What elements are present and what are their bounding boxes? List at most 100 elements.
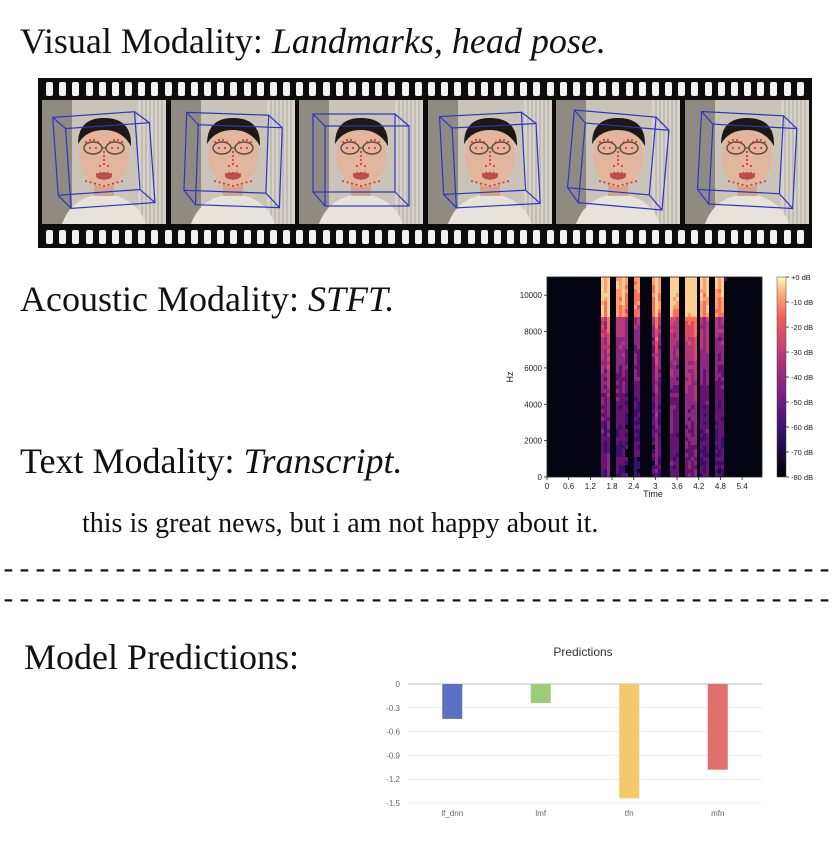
- spectrogram-cell: [694, 297, 697, 301]
- spectrogram-cell: [703, 281, 706, 285]
- spectrogram-cell: [601, 445, 604, 449]
- spectrogram-cell: [616, 321, 619, 325]
- spectrogram-cell: [688, 425, 691, 429]
- spectrogram-cell: [718, 281, 721, 285]
- spectrogram-cell: [634, 361, 637, 365]
- spectrogram-cell: [688, 345, 691, 349]
- spectrogram-cell: [634, 441, 637, 445]
- spectrogram-cell: [616, 369, 619, 373]
- spectrogram-cell: [721, 341, 724, 345]
- spectrogram-cell: [673, 473, 676, 477]
- spectrogram-cell: [706, 461, 709, 465]
- spectrogram-cell: [703, 381, 706, 385]
- spectrogram-cell: [691, 441, 694, 445]
- spectrogram-cell: [601, 357, 604, 361]
- spectrogram-cell: [604, 449, 607, 453]
- spectrogram-cell: [703, 325, 706, 329]
- spectrogram-cell: [604, 325, 607, 329]
- face-frame-image: [299, 100, 423, 224]
- spectrogram-cell: [619, 349, 622, 353]
- spectrogram-cell: [616, 433, 619, 437]
- spectrogram-cell: [619, 365, 622, 369]
- spectrogram-cell: [604, 345, 607, 349]
- spectrogram-cell: [622, 325, 625, 329]
- spectrogram-cell: [634, 277, 637, 281]
- spectrogram-cell: [703, 285, 706, 289]
- spectrogram-cell: [604, 377, 607, 381]
- spectrogram-cell: [688, 461, 691, 465]
- spectrogram-cell: [601, 349, 604, 353]
- spectrogram-cell: [604, 313, 607, 317]
- spectrogram-cell: [637, 305, 640, 309]
- spectrogram-cell: [616, 289, 619, 293]
- separator-line-1: ----------------------------------------…: [0, 558, 836, 586]
- spectrogram-cell: [694, 433, 697, 437]
- spectrogram-cell: [655, 461, 658, 465]
- spectrogram-cell: [673, 429, 676, 433]
- spectrogram-cell: [670, 389, 673, 393]
- sprocket-hole: [269, 82, 277, 96]
- spectrogram-cell: [625, 393, 628, 397]
- spectrogram-cell: [688, 465, 691, 469]
- spectrogram-cell: [622, 369, 625, 373]
- spectrogram-cell: [715, 313, 718, 317]
- spectrogram-cell: [700, 377, 703, 381]
- colorbar-tick: -50 dB: [791, 398, 813, 407]
- spectrogram-cell: [688, 441, 691, 445]
- spectrogram-cell: [706, 473, 709, 477]
- spectrogram-cell: [604, 317, 607, 321]
- spectrogram-cell: [703, 361, 706, 365]
- spectrogram-cell: [622, 341, 625, 345]
- spectrogram-cell: [622, 297, 625, 301]
- spectrogram-cell: [673, 361, 676, 365]
- spectrogram-cell: [700, 381, 703, 385]
- spectrogram-cell: [670, 321, 673, 325]
- spectrogram-cell: [601, 345, 604, 349]
- spectrogram-cell: [637, 389, 640, 393]
- spectrogram-cell: [604, 385, 607, 389]
- spectrogram-cell: [703, 389, 706, 393]
- spectrogram-cell: [655, 393, 658, 397]
- spectrogram-cell: [601, 433, 604, 437]
- spectrogram-cell: [694, 305, 697, 309]
- spectrogram-cell: [625, 417, 628, 421]
- spectrogram-cell: [652, 285, 655, 289]
- spectrogram-cell: [601, 373, 604, 377]
- spectrogram-cell: [703, 417, 706, 421]
- spectrogram-cell: [625, 341, 628, 345]
- spectrogram-cell: [601, 321, 604, 325]
- spectrogram-cell: [652, 301, 655, 305]
- spectrogram-cell: [658, 353, 661, 357]
- face-frame-image: [556, 100, 680, 224]
- spectrogram-cell: [622, 329, 625, 333]
- spectrogram-cell: [718, 465, 721, 469]
- sprocket-hole: [309, 82, 317, 96]
- spectrogram-cell: [676, 321, 679, 325]
- spectrogram-cell: [607, 437, 610, 441]
- spectrogram-cell: [622, 345, 625, 349]
- spectrogram-cell: [703, 349, 706, 353]
- spectrogram-cell: [604, 373, 607, 377]
- spectrogram-cell: [625, 365, 628, 369]
- spectrogram-cell: [622, 353, 625, 357]
- spectrogram-cell: [607, 309, 610, 313]
- spectrogram-cell: [685, 353, 688, 357]
- spectrogram-cell: [673, 281, 676, 285]
- spectrogram-cell: [655, 425, 658, 429]
- spectrogram-cell: [718, 457, 721, 461]
- spectrogram-cell: [676, 277, 679, 281]
- spectrogram-cell: [658, 297, 661, 301]
- sprocket-hole: [757, 230, 765, 244]
- spectrogram-cell: [658, 381, 661, 385]
- spectrogram-cell: [655, 333, 658, 337]
- spectrogram-cell: [688, 357, 691, 361]
- spectrogram-cell: [706, 329, 709, 333]
- spectrogram-cell: [715, 301, 718, 305]
- spectrogram-y-tick: 4000: [524, 400, 542, 409]
- spectrogram-cell: [625, 401, 628, 405]
- spectrogram-cell: [658, 285, 661, 289]
- spectrogram-cell: [691, 449, 694, 453]
- spectrogram-y-tick: 0: [538, 473, 543, 482]
- sprocket-hole: [507, 82, 515, 96]
- spectrogram-cell: [658, 313, 661, 317]
